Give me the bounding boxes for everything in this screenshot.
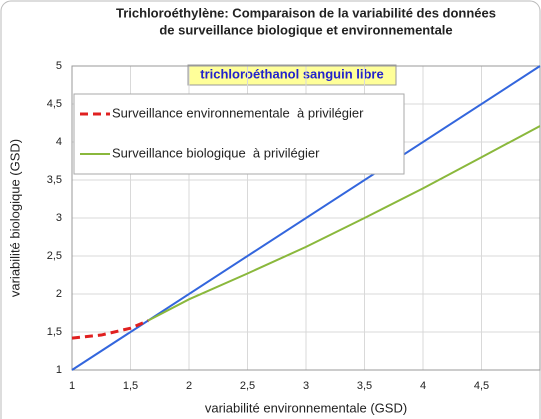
x-tick-label: 1 [69, 380, 75, 392]
y-tick-label: 5 [56, 60, 62, 72]
plot-border [71, 65, 541, 371]
x-tick-label: 4,5 [474, 380, 489, 392]
subtitle-box [187, 64, 397, 86]
x-tick-label: 1,5 [123, 380, 138, 392]
x-tick-label: 3,5 [357, 380, 372, 392]
y-tick-label: 3 [56, 212, 62, 224]
series-line [71, 319, 149, 340]
x-axis-label: variabilité environnementale (GSD) [205, 400, 407, 415]
legend-label: Surveillance environnementale à privilég… [112, 105, 364, 120]
y-tick-label: 2 [56, 288, 62, 300]
x-tick-label: 3 [303, 380, 309, 392]
y-tick-label: 4 [56, 136, 62, 148]
series-line [147, 125, 541, 322]
chart-title: Trichloroéthylène: Comparaison de la var… [116, 5, 496, 20]
chart-subtitle: trichloroéthanol sanguin libre [200, 66, 383, 81]
x-tick-label: 2,5 [240, 380, 255, 392]
x-tick-label: 4 [420, 380, 426, 392]
y-tick-label: 1 [56, 364, 62, 376]
legend-box [73, 93, 405, 175]
chart-title: de surveillance biologique et environnem… [159, 22, 452, 37]
y-tick-label: 3,5 [47, 174, 62, 186]
x-tick-label: 2 [186, 380, 192, 392]
y-axis-label: variabilité biologique (GSD) [7, 139, 22, 297]
y-tick-label: 1,5 [47, 326, 62, 338]
legend-label: Surveillance biologique à privilégier [112, 145, 320, 160]
y-tick-label: 4,5 [47, 98, 62, 110]
y-tick-label: 2,5 [47, 250, 62, 262]
